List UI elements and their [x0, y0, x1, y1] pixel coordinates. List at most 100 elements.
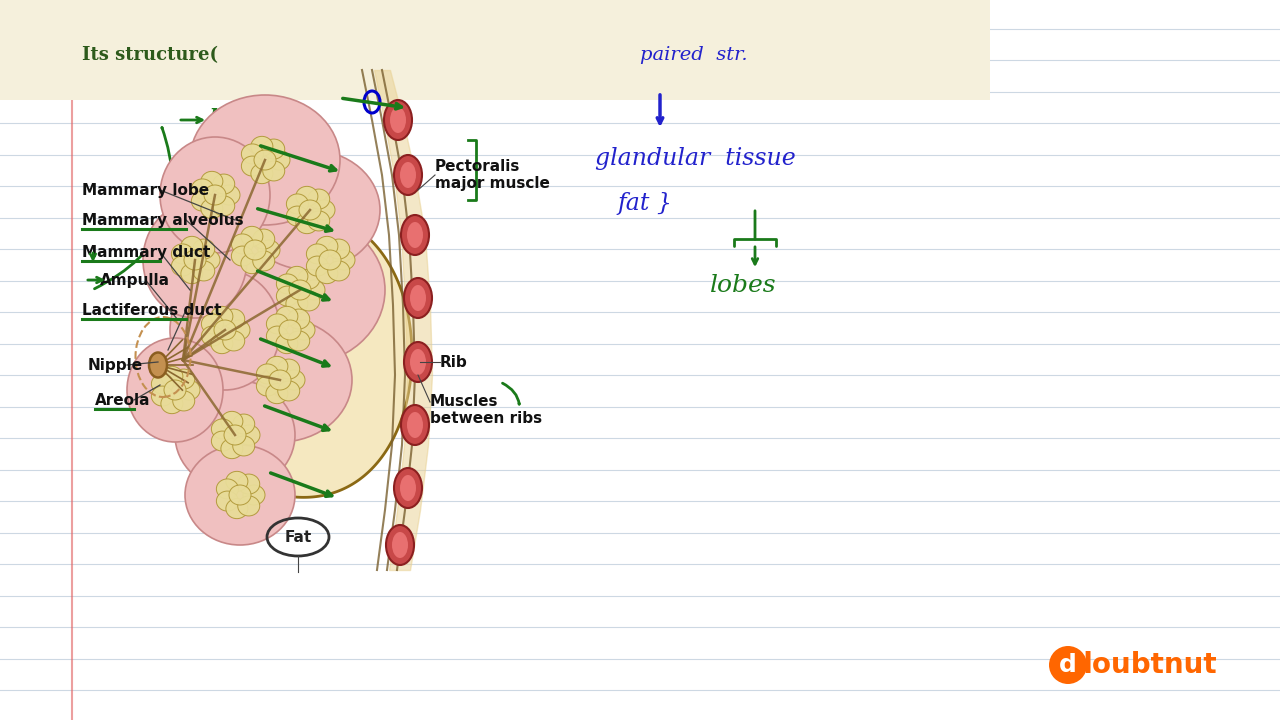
Ellipse shape — [211, 333, 233, 354]
Ellipse shape — [224, 425, 246, 445]
Ellipse shape — [148, 353, 166, 377]
Ellipse shape — [287, 194, 308, 214]
Ellipse shape — [287, 206, 308, 226]
Ellipse shape — [279, 320, 301, 340]
Ellipse shape — [266, 326, 288, 346]
Text: Areola: Areola — [95, 392, 151, 408]
Polygon shape — [186, 212, 412, 498]
Ellipse shape — [151, 386, 173, 406]
Ellipse shape — [251, 136, 273, 156]
FancyBboxPatch shape — [0, 0, 989, 100]
Ellipse shape — [401, 405, 429, 445]
FancyArrowPatch shape — [503, 383, 520, 404]
Text: Fat: Fat — [284, 529, 311, 544]
Ellipse shape — [228, 320, 250, 340]
Ellipse shape — [223, 309, 244, 329]
Ellipse shape — [207, 318, 352, 442]
Ellipse shape — [256, 376, 278, 396]
Ellipse shape — [238, 474, 260, 494]
Ellipse shape — [307, 211, 330, 231]
Ellipse shape — [269, 370, 291, 390]
Ellipse shape — [399, 475, 416, 501]
Ellipse shape — [1050, 646, 1087, 684]
Ellipse shape — [288, 309, 310, 329]
Ellipse shape — [276, 333, 298, 354]
Ellipse shape — [218, 185, 241, 205]
Ellipse shape — [221, 438, 243, 459]
Ellipse shape — [394, 468, 422, 508]
Ellipse shape — [233, 436, 255, 456]
Ellipse shape — [193, 239, 215, 259]
Ellipse shape — [232, 246, 253, 266]
Ellipse shape — [262, 161, 284, 181]
Ellipse shape — [316, 264, 338, 284]
Ellipse shape — [251, 163, 273, 184]
Ellipse shape — [300, 200, 321, 220]
Text: Rib: Rib — [440, 354, 467, 369]
Ellipse shape — [216, 479, 238, 499]
Ellipse shape — [407, 222, 422, 248]
Ellipse shape — [392, 532, 408, 558]
Ellipse shape — [180, 264, 204, 284]
Text: milk: milk — [210, 103, 266, 125]
Text: glandular  tissue: glandular tissue — [595, 147, 796, 170]
Ellipse shape — [201, 314, 224, 334]
Text: d: d — [1059, 653, 1076, 677]
Ellipse shape — [238, 425, 260, 445]
Ellipse shape — [401, 215, 429, 255]
Text: Ampulla: Ampulla — [100, 272, 170, 287]
Ellipse shape — [268, 150, 291, 170]
Ellipse shape — [201, 171, 223, 192]
Ellipse shape — [192, 179, 214, 199]
Ellipse shape — [242, 156, 264, 176]
Ellipse shape — [170, 270, 280, 390]
Text: Its structure(: Its structure( — [82, 46, 218, 64]
Ellipse shape — [238, 496, 260, 516]
Ellipse shape — [266, 314, 288, 334]
Ellipse shape — [285, 294, 308, 314]
Ellipse shape — [266, 384, 288, 404]
Ellipse shape — [410, 285, 426, 311]
Text: lobes: lobes — [710, 274, 777, 297]
Ellipse shape — [201, 326, 224, 346]
Ellipse shape — [225, 472, 248, 491]
Ellipse shape — [211, 431, 233, 451]
Ellipse shape — [285, 266, 308, 287]
Text: Mammary duct: Mammary duct — [82, 245, 210, 259]
Ellipse shape — [404, 342, 433, 382]
Ellipse shape — [198, 250, 220, 270]
Ellipse shape — [143, 202, 247, 318]
Ellipse shape — [296, 186, 317, 207]
Text: Nipple: Nipple — [88, 358, 143, 372]
Text: Lactiferous duct: Lactiferous duct — [82, 302, 221, 318]
Ellipse shape — [172, 256, 193, 276]
Ellipse shape — [184, 250, 206, 270]
Ellipse shape — [173, 391, 195, 411]
Ellipse shape — [229, 485, 251, 505]
Ellipse shape — [201, 199, 223, 219]
Ellipse shape — [211, 419, 233, 439]
Text: Mammary lobe: Mammary lobe — [82, 182, 209, 197]
Text: fat }: fat } — [617, 192, 672, 215]
Ellipse shape — [215, 215, 385, 365]
Ellipse shape — [225, 499, 248, 518]
Ellipse shape — [407, 412, 422, 438]
Ellipse shape — [161, 394, 183, 414]
Ellipse shape — [307, 189, 330, 209]
Ellipse shape — [256, 364, 278, 384]
Ellipse shape — [278, 359, 300, 379]
Ellipse shape — [387, 525, 413, 565]
Ellipse shape — [241, 253, 262, 274]
Ellipse shape — [303, 280, 325, 300]
Ellipse shape — [204, 185, 227, 205]
Ellipse shape — [233, 414, 255, 434]
Ellipse shape — [180, 236, 204, 256]
Ellipse shape — [278, 381, 300, 401]
Ellipse shape — [175, 380, 294, 490]
Ellipse shape — [242, 144, 264, 164]
Ellipse shape — [276, 306, 298, 326]
Ellipse shape — [211, 306, 233, 326]
Ellipse shape — [223, 331, 244, 351]
Ellipse shape — [186, 445, 294, 545]
Ellipse shape — [192, 191, 214, 211]
